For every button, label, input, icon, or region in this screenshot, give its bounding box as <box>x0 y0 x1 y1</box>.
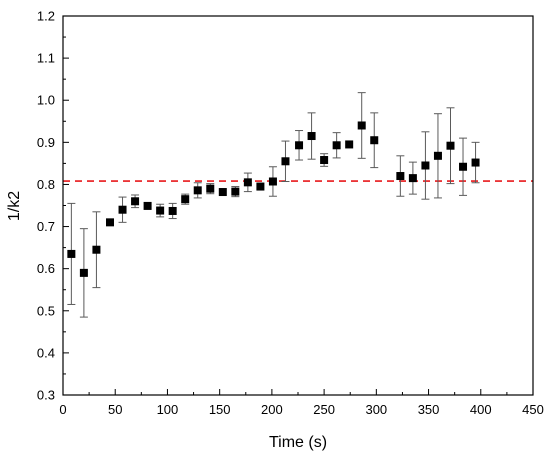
data-point <box>357 121 366 130</box>
data-point <box>408 174 417 183</box>
data-point <box>268 177 277 186</box>
y-axis-title: 1/k2 <box>6 191 23 221</box>
y-tick-label: 0.5 <box>37 303 55 318</box>
x-tick-label: 0 <box>59 402 66 417</box>
data-point <box>295 141 304 150</box>
data-point <box>131 197 140 206</box>
data-point <box>459 162 468 171</box>
y-tick-label: 0.7 <box>37 219 55 234</box>
data-point <box>256 182 265 191</box>
x-tick-label: 150 <box>209 402 231 417</box>
x-tick-label: 50 <box>108 402 122 417</box>
data-point <box>332 141 341 150</box>
data-point <box>320 156 329 165</box>
y-tick-label: 0.4 <box>37 345 55 360</box>
data-point <box>168 206 177 215</box>
data-point <box>307 132 316 141</box>
data-point <box>106 218 114 227</box>
data-point <box>345 140 354 149</box>
data-point <box>231 187 240 196</box>
data-point <box>421 161 430 170</box>
plot-frame <box>62 15 534 396</box>
data-point <box>218 188 227 197</box>
data-point <box>143 201 152 210</box>
data-point <box>193 186 202 195</box>
y-tick-label: 0.9 <box>37 135 55 150</box>
data-point <box>92 245 101 254</box>
data-point <box>67 249 76 258</box>
y-tick-label: 0.6 <box>37 261 55 276</box>
x-tick-label: 350 <box>418 402 440 417</box>
x-tick-label: 400 <box>470 402 492 417</box>
x-tick-label: 300 <box>365 402 387 417</box>
data-point <box>118 205 127 214</box>
y-tick-label: 1.0 <box>37 93 55 108</box>
data-point <box>446 141 455 150</box>
x-tick-label: 200 <box>261 402 283 417</box>
axes: 0 50 100 150 200 250 300 350 400 450 0.3 0.4 0.5 0.6 0… <box>37 9 544 418</box>
y-tick-label: 1.2 <box>37 9 55 24</box>
plot-area <box>63 92 533 318</box>
data-point <box>243 178 252 187</box>
data-point <box>471 158 480 167</box>
data-point <box>281 157 290 166</box>
data-point <box>396 172 405 181</box>
data-point <box>433 151 442 160</box>
data-point <box>370 136 379 145</box>
x-tick-label: 250 <box>313 402 335 417</box>
data-point <box>181 195 190 204</box>
data-point <box>79 268 88 277</box>
y-tick-label: 0.8 <box>37 177 55 192</box>
data-point <box>206 184 215 193</box>
y-tick-label: 0.3 <box>37 388 55 403</box>
y-tick-label: 1.1 <box>37 51 55 66</box>
x-axis-title: Time (s) <box>269 434 327 451</box>
x-tick-label: 450 <box>522 402 544 417</box>
data-point <box>156 206 165 215</box>
x-tick-label: 100 <box>157 402 179 417</box>
